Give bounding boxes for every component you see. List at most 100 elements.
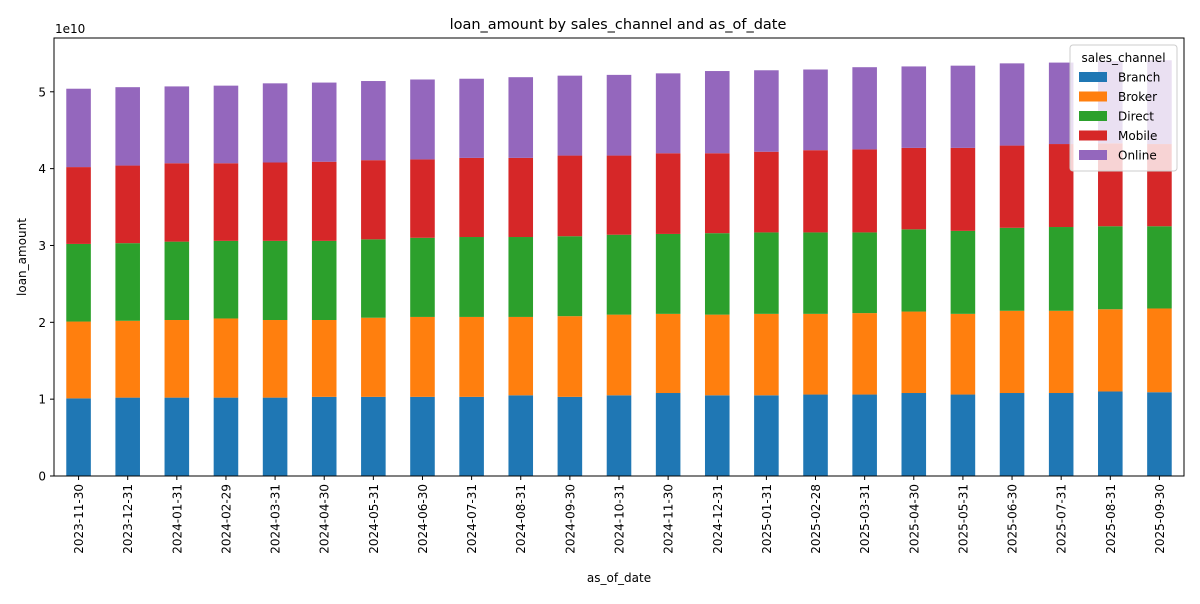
bar-segment-branch-2024-12-31 <box>704 395 730 476</box>
bar-segment-online-2024-08-31 <box>508 77 534 158</box>
bar-segment-mobile-2024-12-31 <box>704 153 730 234</box>
x-tick-label: 2024-10-31 <box>613 484 627 554</box>
bar-segment-mobile-2025-05-31 <box>950 147 976 231</box>
x-tick-label: 2024-12-31 <box>711 484 725 554</box>
bar-segment-mobile-2025-06-30 <box>999 145 1025 228</box>
x-tick-label: 2025-05-31 <box>956 484 970 554</box>
bar-segment-online-2025-07-31 <box>1048 62 1074 145</box>
bar-segment-broker-2024-04-30 <box>311 320 337 397</box>
bar-segment-online-2025-03-31 <box>852 67 877 150</box>
x-tick-label: 2025-08-31 <box>1104 484 1118 554</box>
bar-segment-broker-2025-02-28 <box>803 313 828 395</box>
bar-segment-broker-2025-08-31 <box>1098 309 1123 392</box>
x-tick-label: 2023-12-31 <box>121 484 135 554</box>
bar-segment-direct-2024-09-30 <box>557 236 583 317</box>
x-tick-label: 2025-03-31 <box>858 484 872 554</box>
bar-segment-online-2024-11-30 <box>655 73 681 154</box>
y-tick-label: 0 <box>38 470 46 484</box>
legend-title: sales_channel <box>1081 51 1165 65</box>
bar-segment-online-2025-05-31 <box>950 65 976 148</box>
bar-segment-branch-2025-06-30 <box>999 393 1025 476</box>
bar-segment-mobile-2025-03-31 <box>852 149 877 233</box>
bar-segment-direct-2025-09-30 <box>1147 226 1172 309</box>
bar-segment-online-2024-05-31 <box>361 81 386 161</box>
bar-segment-branch-2024-07-31 <box>459 396 484 476</box>
bar-segment-mobile-2024-07-31 <box>459 157 484 238</box>
bar-segment-online-2024-04-30 <box>311 82 337 162</box>
bar-segment-broker-2023-11-30 <box>66 321 91 399</box>
x-axis-label: as_of_date <box>587 571 651 585</box>
bar-segment-mobile-2025-02-28 <box>803 150 828 233</box>
bar-segment-mobile-2024-02-29 <box>213 163 239 241</box>
y-axis-label: loan_amount <box>15 218 29 296</box>
bar-segment-mobile-2024-05-31 <box>361 160 386 240</box>
bar-segment-online-2024-07-31 <box>459 78 484 158</box>
x-tick-label: 2024-04-30 <box>318 484 332 554</box>
bar-segment-online-2024-01-31 <box>164 86 190 164</box>
bar-segment-branch-2024-09-30 <box>557 396 583 476</box>
bar-segment-direct-2024-12-31 <box>704 233 730 315</box>
bar-segment-broker-2025-06-30 <box>999 310 1025 394</box>
bar-segment-online-2025-01-31 <box>754 70 779 152</box>
legend-label-branch: Branch <box>1118 71 1160 85</box>
bar-segment-broker-2024-10-31 <box>606 314 632 396</box>
bar-segment-broker-2024-08-31 <box>508 316 534 396</box>
bar-segment-branch-2025-09-30 <box>1147 392 1172 476</box>
bar-segment-mobile-2024-01-31 <box>164 163 190 242</box>
bar-segment-broker-2023-12-31 <box>115 320 140 398</box>
legend-swatch-direct <box>1079 111 1107 121</box>
bar-segment-broker-2024-01-31 <box>164 320 190 398</box>
bar-segment-mobile-2024-11-30 <box>655 153 681 234</box>
bar-segment-broker-2025-03-31 <box>852 313 877 395</box>
bar-segment-branch-2025-05-31 <box>950 394 976 476</box>
bar-segment-branch-2024-02-29 <box>213 397 239 476</box>
bar-segment-online-2025-06-30 <box>999 63 1025 146</box>
bar-segment-direct-2024-02-29 <box>213 240 239 319</box>
bar-segment-direct-2025-08-31 <box>1098 226 1123 310</box>
legend-label-mobile: Mobile <box>1118 129 1157 143</box>
x-tick-label: 2023-11-30 <box>72 484 86 554</box>
bar-segment-branch-2024-11-30 <box>655 393 681 476</box>
x-tick-label: 2025-02-28 <box>809 484 823 554</box>
x-tick-label: 2024-05-31 <box>367 484 381 554</box>
bar-segment-broker-2025-09-30 <box>1147 308 1172 393</box>
bar-segment-mobile-2023-12-31 <box>115 165 140 244</box>
x-tick-label: 2024-08-31 <box>514 484 528 554</box>
y-tick-label: 3 <box>38 239 46 253</box>
bar-segment-branch-2024-05-31 <box>361 396 386 476</box>
bar-segment-broker-2024-09-30 <box>557 316 583 397</box>
bar-segment-branch-2025-01-31 <box>754 395 779 476</box>
bar-segment-online-2025-02-28 <box>803 69 828 151</box>
x-tick-label: 2025-01-31 <box>760 484 774 554</box>
x-tick-label: 2024-03-31 <box>269 484 283 554</box>
bar-segment-branch-2024-08-31 <box>508 395 534 476</box>
legend: sales_channel Branch Broker Direct Mobile Onl… <box>1069 44 1178 172</box>
bar-segment-mobile-2024-09-30 <box>557 155 583 237</box>
bar-segment-broker-2025-01-31 <box>754 313 779 396</box>
x-tick-label: 2024-09-30 <box>563 484 577 554</box>
x-tick-label: 2024-11-30 <box>662 484 676 554</box>
bar-segment-direct-2025-04-30 <box>901 229 927 312</box>
y-tick-label: 5 <box>38 85 46 99</box>
bar-segment-broker-2024-03-31 <box>262 320 288 398</box>
y-tick-label: 4 <box>38 162 46 176</box>
bar-segment-direct-2024-05-31 <box>361 239 386 318</box>
bar-segment-broker-2024-06-30 <box>410 316 435 397</box>
bar-segment-mobile-2025-01-31 <box>754 151 779 233</box>
bar-segment-direct-2024-08-31 <box>508 237 534 317</box>
bar-segment-mobile-2025-07-31 <box>1048 144 1074 228</box>
chart-title: loan_amount by sales_channel and as_of_d… <box>450 17 787 33</box>
bar-segment-broker-2024-12-31 <box>704 314 730 396</box>
bar-segment-online-2023-12-31 <box>115 87 140 166</box>
bar-segment-branch-2024-01-31 <box>164 397 190 476</box>
bar-segment-direct-2025-01-31 <box>754 232 779 314</box>
bar-segment-mobile-2024-08-31 <box>508 157 534 238</box>
legend-swatch-mobile <box>1079 130 1107 141</box>
bar-segment-direct-2024-07-31 <box>459 237 484 317</box>
bar-segment-branch-2025-08-31 <box>1098 391 1123 476</box>
bar-segment-direct-2023-12-31 <box>115 243 140 321</box>
bar-segment-direct-2025-03-31 <box>852 232 877 314</box>
bar-segment-branch-2023-11-30 <box>66 398 91 476</box>
y-axis-offset-label: 1e10 <box>55 22 85 36</box>
